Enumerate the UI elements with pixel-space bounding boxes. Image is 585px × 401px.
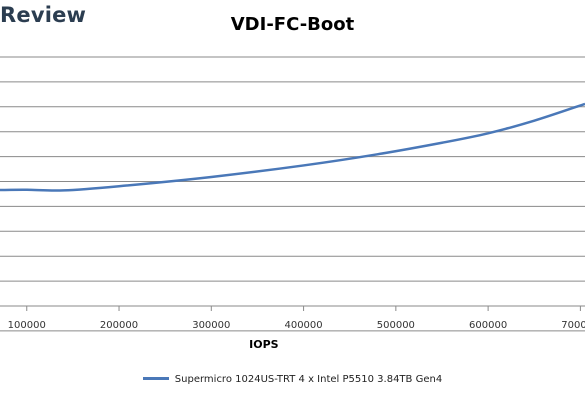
legend: Supermicro 1024US-TRT 4 x Intel P5510 3.…: [0, 374, 585, 385]
x-tick-label: 600000: [469, 320, 507, 331]
site-logo: Review: [0, 3, 87, 27]
legend-swatch: [142, 376, 169, 380]
x-tick-label: 500000: [377, 320, 415, 331]
x-tick-label: 400000: [284, 320, 322, 331]
legend-label: Supermicro 1024US-TRT 4 x Intel P5510 3.…: [174, 374, 443, 385]
x-tick-label: 700000: [561, 320, 585, 331]
chart-title: VDI-FC-Boot: [230, 14, 355, 35]
x-axis-label: IOPS: [249, 338, 279, 351]
gridlines: [0, 56, 585, 332]
x-axis: 100000 200000 300000 400000 500000 600000 7000…: [8, 306, 585, 331]
x-tick-label: 100000: [8, 320, 46, 331]
series-line: [0, 102, 585, 192]
x-tick-label: 200000: [100, 320, 138, 331]
x-tick-label: 300000: [192, 320, 230, 331]
